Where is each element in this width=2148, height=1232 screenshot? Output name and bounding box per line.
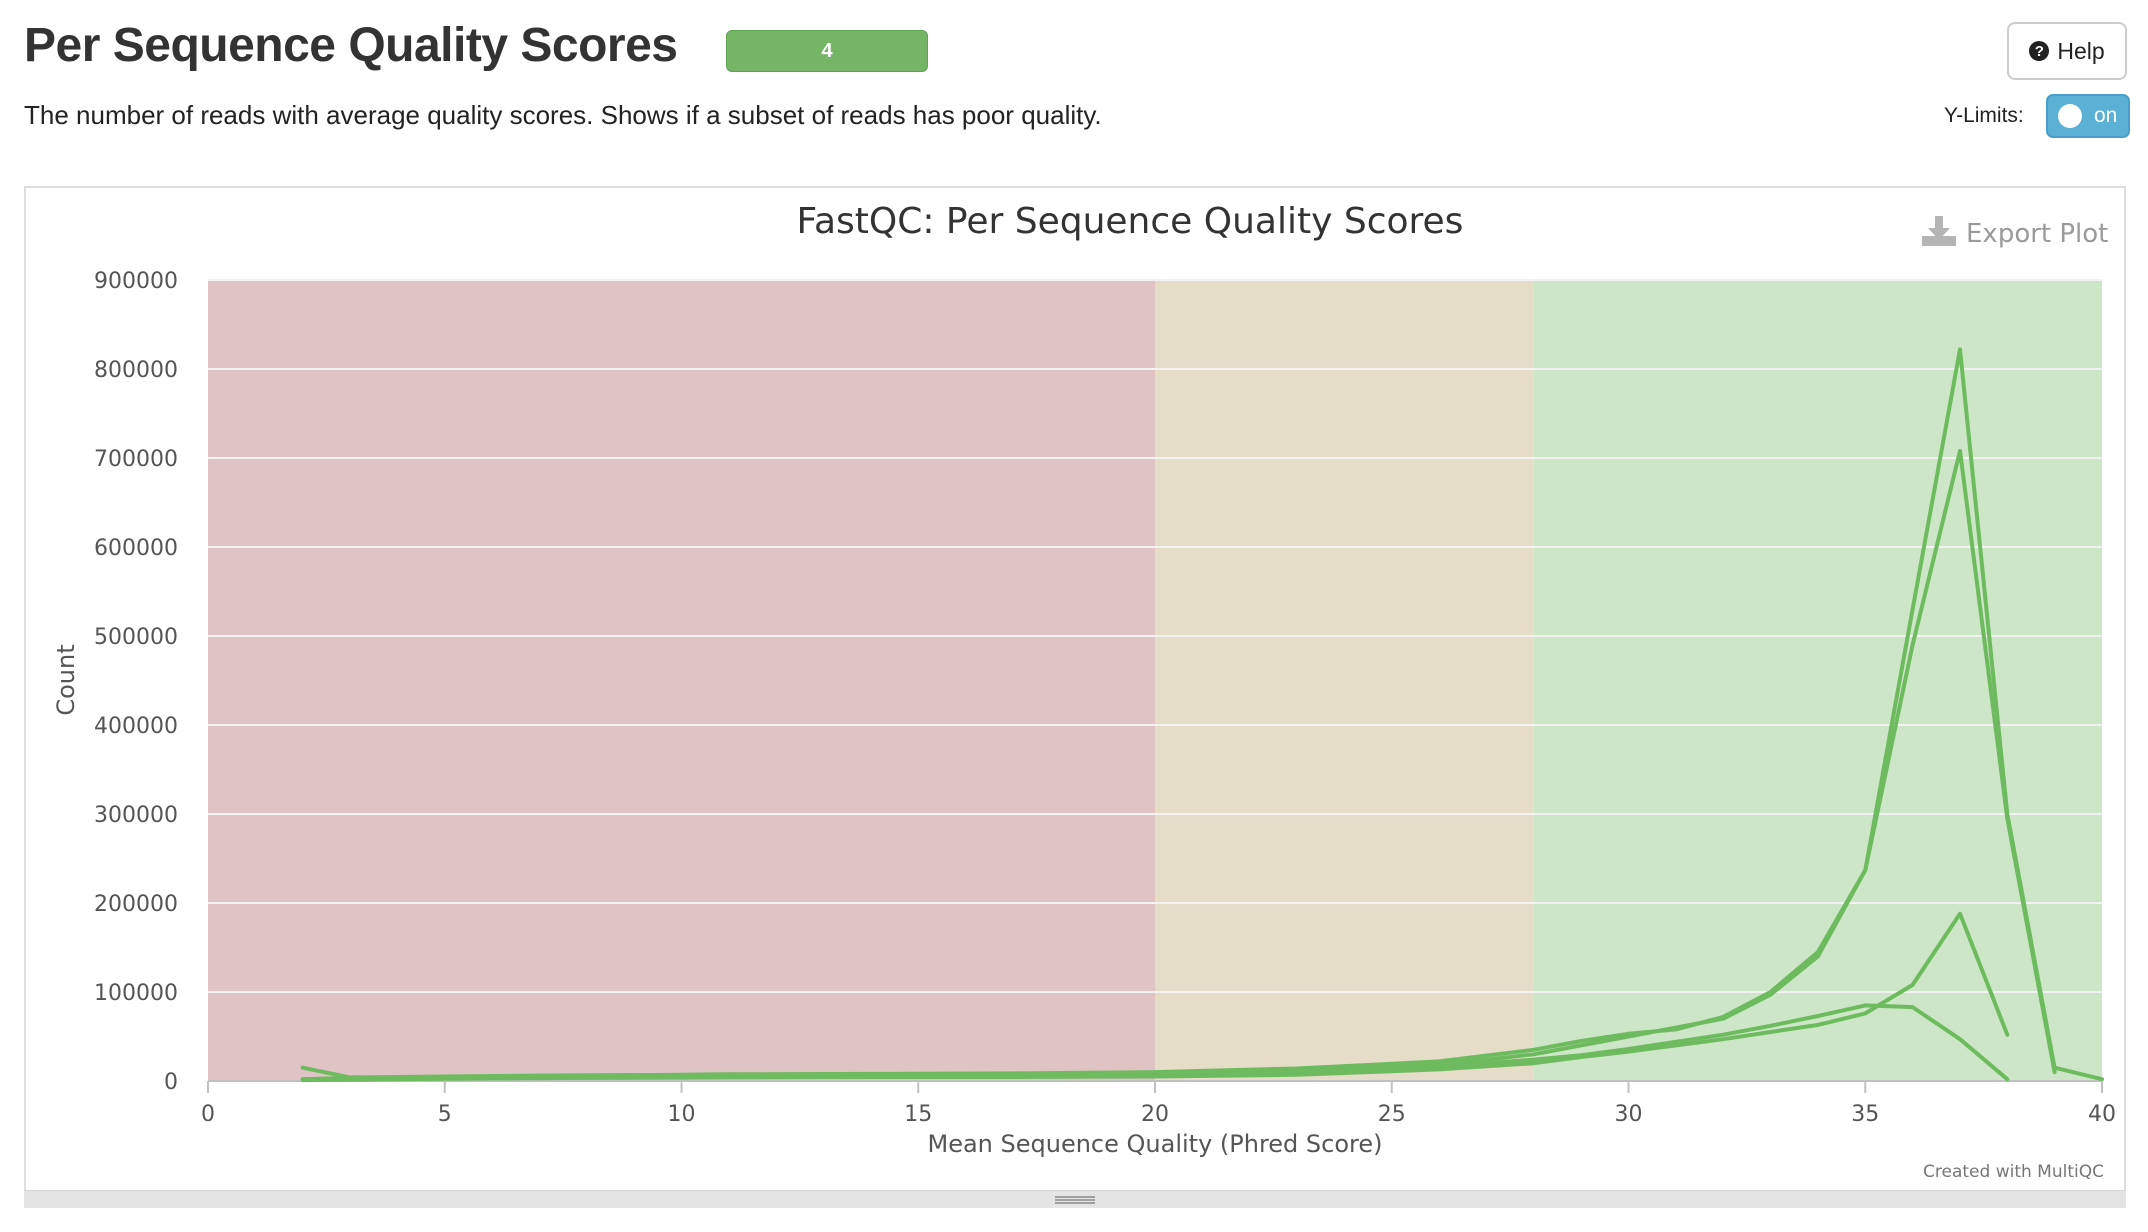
y-tick-label: 200000 [94, 892, 178, 917]
x-tick-label: 35 [1851, 1102, 1879, 1127]
y-tick-label: 500000 [94, 625, 178, 650]
x-tick-label: 20 [1141, 1102, 1169, 1127]
export-plot-label: Export Plot [1966, 219, 2108, 249]
status-badge[interactable]: 4 [726, 30, 928, 72]
toggle-label: on [2094, 104, 2118, 127]
y-axis-title: Count [52, 644, 80, 715]
series-lines [300, 347, 2104, 1083]
grid-lines [208, 279, 2102, 1082]
band-pass [1533, 280, 2102, 1081]
help-button[interactable]: ? Help [2007, 22, 2127, 80]
ylimits-toggle[interactable]: on [2046, 94, 2130, 138]
download-icon [1922, 216, 1956, 246]
series-line-4[interactable] [300, 911, 2010, 1083]
ylimits-label: Y-Limits: [1944, 104, 2024, 127]
chart-title: FastQC: Per Sequence Quality Scores [797, 201, 1464, 242]
x-tick-label: 15 [904, 1102, 932, 1127]
y-tick-label: 300000 [94, 803, 178, 828]
y-tick-label: 400000 [94, 714, 178, 739]
y-tick-label: 900000 [94, 269, 178, 294]
series-line-3[interactable] [300, 1003, 2010, 1082]
x-tick-label: 30 [1615, 1102, 1643, 1127]
x-tick-label: 0 [201, 1102, 215, 1127]
export-plot-button[interactable]: Export Plot [1922, 216, 2108, 249]
x-tick-label: 25 [1378, 1102, 1406, 1127]
x-tick-label: 40 [2088, 1102, 2116, 1127]
y-tick-label: 100000 [94, 981, 178, 1006]
question-circle-icon: ? [2029, 41, 2050, 61]
y-tick-label: 800000 [94, 358, 178, 383]
y-tick-label: 0 [164, 1070, 178, 1095]
band-fail [208, 280, 1155, 1081]
axes: 0 100000 200000 300000 400000 500000 600000 700… [94, 269, 2116, 1127]
y-tick-label: 700000 [94, 447, 178, 472]
toggle-knob [2058, 104, 2082, 128]
x-tick-label: 10 [668, 1102, 696, 1127]
page-title: Per Sequence Quality Scores [24, 19, 678, 72]
x-axis-title: Mean Sequence Quality (Phred Score) [927, 1130, 1382, 1158]
section-description: The number of reads with average quality… [24, 100, 1102, 130]
plot-resize-handle[interactable] [24, 1190, 2126, 1208]
band-warn [1155, 280, 1534, 1081]
grip-icon [1055, 1196, 1095, 1204]
quality-bands [208, 280, 2102, 1081]
x-tick-label: 5 [438, 1102, 452, 1127]
credit-text: Created with MultiQC [1923, 1162, 2104, 1182]
y-tick-label: 600000 [94, 536, 178, 561]
help-button-label: Help [2057, 37, 2105, 64]
